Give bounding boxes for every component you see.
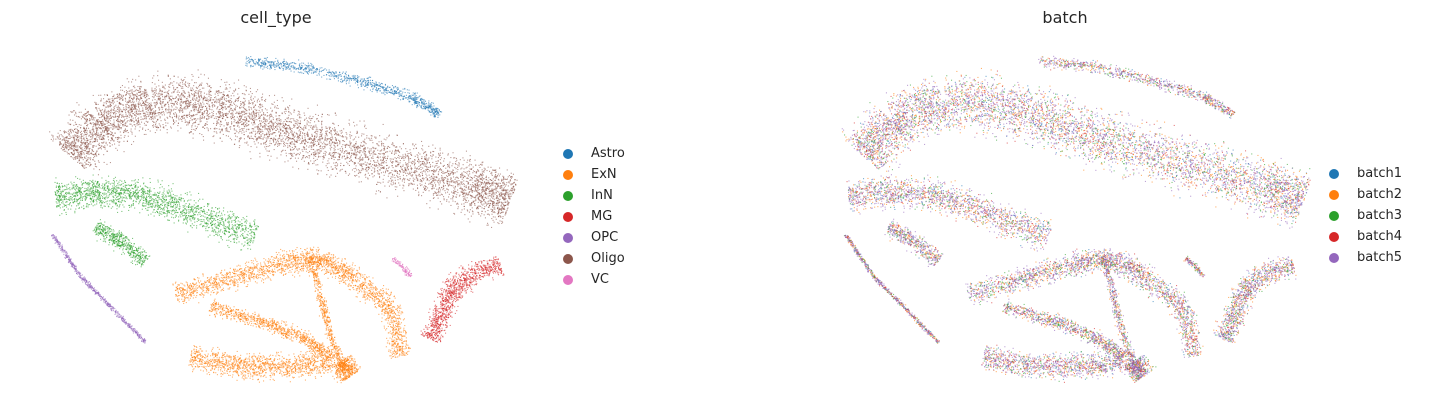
series-batch4 — [844, 58, 1311, 383]
legend-item-mg: MG — [563, 206, 625, 227]
legend-label-inn: InN — [591, 188, 613, 203]
legend-item-astro: Astro — [563, 143, 625, 164]
legend-marker-astro — [563, 148, 573, 159]
legend-label-batch5: batch5 — [1357, 250, 1402, 265]
legend-marker-opc — [563, 232, 573, 243]
legend-label-vc: VC — [591, 272, 609, 287]
legend-item-vc: VC — [563, 269, 625, 290]
batch-legend: batch1 batch2 batch3 batch4 batch5 — [1329, 163, 1402, 268]
series-batch3 — [843, 59, 1311, 382]
legend-item-batch1: batch1 — [1329, 163, 1402, 184]
legend-label-oligo: Oligo — [591, 251, 625, 266]
series-inn — [54, 174, 259, 268]
cell-type-legend: Astro ExN InN MG OPC Oligo VC — [563, 143, 625, 290]
series-mg — [420, 256, 505, 343]
legend-marker-batch2 — [1329, 189, 1339, 200]
cell-type-scatter — [49, 56, 518, 384]
legend-item-inn: InN — [563, 185, 625, 206]
series-exn — [172, 246, 411, 384]
legend-label-batch2: batch2 — [1357, 187, 1402, 202]
legend-marker-inn — [563, 190, 573, 201]
legend-item-exn: ExN — [563, 164, 625, 185]
batch-scatter — [841, 55, 1311, 383]
batch-panel: batch batch1 batch2 batch3 batch4 batch5 — [723, 0, 1446, 411]
legend-label-exn: ExN — [591, 167, 617, 182]
legend-marker-mg — [563, 211, 573, 222]
legend-item-batch4: batch4 — [1329, 226, 1402, 247]
legend-label-batch1: batch1 — [1357, 166, 1402, 181]
legend-marker-batch1 — [1329, 168, 1339, 179]
series-opc — [51, 234, 147, 344]
legend-label-opc: OPC — [591, 230, 618, 245]
cell-type-panel: cell_type Astro ExN InN MG OPC Oligo VC — [49, 8, 625, 384]
series-oligo — [49, 69, 518, 228]
legend-label-batch4: batch4 — [1357, 229, 1402, 244]
legend-item-batch3: batch3 — [1329, 205, 1402, 226]
legend-marker-batch4 — [1329, 231, 1339, 242]
series-astro — [245, 56, 443, 118]
legend-marker-exn — [563, 169, 573, 180]
legend-marker-batch3 — [1329, 210, 1339, 221]
legend-label-mg: MG — [591, 209, 612, 224]
legend-marker-vc — [563, 274, 573, 285]
legend-item-oligo: Oligo — [563, 248, 625, 269]
chart-title-batch: batch — [1042, 8, 1087, 27]
legend-item-batch2: batch2 — [1329, 184, 1402, 205]
series-vc — [391, 257, 413, 278]
legend-item-batch5: batch5 — [1329, 247, 1402, 268]
legend-label-batch3: batch3 — [1357, 208, 1402, 223]
legend-label-astro: Astro — [591, 146, 625, 161]
legend-item-opc: OPC — [563, 227, 625, 248]
series-batch5 — [841, 55, 1310, 382]
legend-marker-batch5 — [1329, 252, 1339, 263]
chart-title-cell-type: cell_type — [240, 8, 311, 27]
legend-marker-oligo — [563, 253, 573, 264]
